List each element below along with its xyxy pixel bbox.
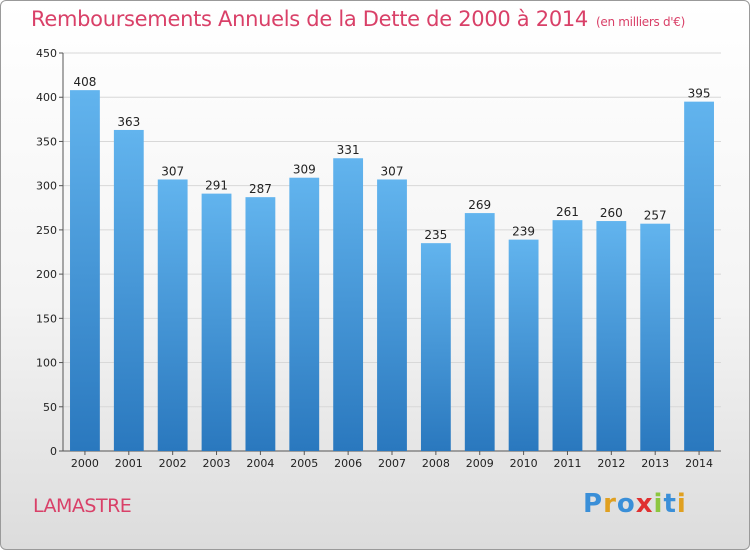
x-tick-label-2013: 2013: [641, 457, 669, 470]
data-label-2006: 331: [337, 143, 360, 157]
y-tick-label: 300: [36, 180, 57, 193]
bar-2006: [333, 158, 364, 451]
data-label-2011: 261: [556, 205, 579, 219]
x-tick-label-2009: 2009: [466, 457, 494, 470]
x-tick-label-2002: 2002: [159, 457, 187, 470]
data-label-2007: 307: [381, 164, 404, 178]
x-tick-label-2000: 2000: [71, 457, 99, 470]
data-label-2008: 235: [424, 228, 447, 242]
city-name: LAMASTRE: [33, 495, 132, 517]
bar-2007: [377, 179, 407, 451]
data-label-2001: 363: [117, 115, 140, 129]
x-tick-label-2010: 2010: [510, 457, 538, 470]
bar-2005: [289, 177, 320, 451]
x-tick-label-2008: 2008: [422, 457, 450, 470]
proxiti-logo[interactable]: Proxiti: [583, 489, 687, 519]
bar-2008: [420, 243, 451, 451]
bar-2014: [684, 101, 714, 452]
x-tick-label-2005: 2005: [290, 457, 318, 470]
chart-title: Remboursements Annuels de la Dette de 20…: [31, 7, 685, 31]
y-tick-label: 250: [36, 224, 57, 237]
bar-2004: [245, 197, 276, 451]
bar-2000: [70, 90, 100, 451]
chart-unit: (en milliers d'€): [596, 15, 686, 29]
bar-2001: [113, 129, 144, 452]
bar-2011: [552, 220, 583, 451]
bar-layer: 408 363 307 291 287 309 331 307 235 269 239 261 260 2…: [70, 75, 714, 452]
x-tick-label-2006: 2006: [334, 457, 362, 470]
x-tick-label-2007: 2007: [378, 457, 406, 470]
data-label-2013: 257: [644, 209, 667, 223]
data-label-2002: 307: [161, 164, 184, 178]
bar-2009: [464, 213, 495, 451]
data-label-2000: 408: [73, 75, 96, 89]
bar-2003: [201, 193, 232, 452]
y-tick-label: 150: [36, 312, 57, 325]
y-tick-label: 450: [36, 47, 57, 60]
data-label-2009: 269: [468, 198, 491, 212]
x-tick-label-2014: 2014: [685, 457, 713, 470]
x-tick-label-2011: 2011: [553, 457, 581, 470]
data-label-2012: 260: [600, 206, 623, 220]
y-tick-label: 350: [36, 135, 57, 148]
y-tick-label: 200: [36, 268, 57, 281]
y-tick-label: 400: [36, 91, 57, 104]
x-tick-label-2003: 2003: [203, 457, 231, 470]
data-label-2003: 291: [205, 179, 228, 193]
y-tick-label: 100: [36, 357, 57, 370]
data-label-2010: 239: [512, 225, 535, 239]
data-label-2004: 287: [249, 182, 272, 196]
data-label-2005: 309: [293, 163, 316, 177]
y-tick-label: 0: [50, 445, 57, 458]
y-tick-label: 50: [43, 401, 57, 414]
bar-2010: [508, 239, 539, 451]
data-label-2014: 395: [688, 87, 711, 101]
bar-2002: [157, 179, 188, 451]
x-tick-label-2012: 2012: [597, 457, 625, 470]
x-tick-label-2001: 2001: [115, 457, 143, 470]
bar-2013: [640, 223, 671, 451]
bar-2012: [596, 221, 627, 451]
x-tick-label-2004: 2004: [246, 457, 274, 470]
chart-title-text: Remboursements Annuels de la Dette de 20…: [31, 7, 588, 31]
